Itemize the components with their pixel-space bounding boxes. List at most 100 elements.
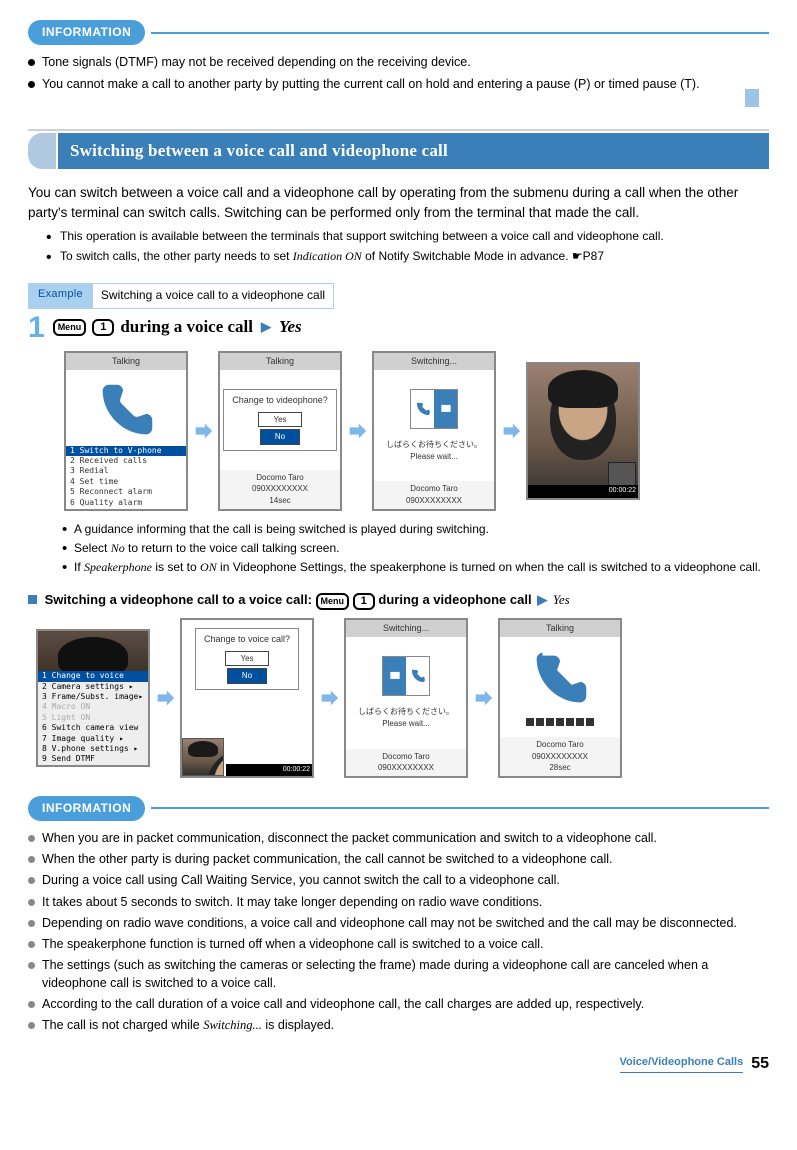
arrow-icon	[318, 687, 340, 709]
step-notes: A guidance informing that the call is be…	[66, 521, 769, 577]
page-footer: Voice/Videophone Calls 55	[28, 1052, 769, 1075]
info-item: Depending on radio wave conditions, a vo…	[28, 914, 769, 932]
phone-screen-confirm-voice: Change to voice call? Yes No 00:00:22	[180, 618, 314, 778]
triangle-icon: ▶	[537, 592, 547, 607]
menu-item: 1 Switch to V-phone	[66, 446, 186, 456]
screenshot-row-2: 1 Change to voice 2 Camera settings ▸ 3 …	[36, 618, 769, 778]
information-pill: INFORMATION	[28, 20, 145, 45]
wait-en: Please wait...	[410, 451, 458, 463]
arrow-icon	[500, 420, 522, 442]
menu-item: 2 Received calls	[66, 456, 186, 466]
phone-screen-switching-2: Switching... しばらくお待ちください。 Please wait...…	[344, 618, 468, 778]
caller-name: Docomo Taro	[376, 483, 492, 495]
section-title: Switching between a voice call and video…	[58, 133, 769, 170]
note: A guidance informing that the call is be…	[66, 521, 769, 538]
section-intro: You can switch between a voice call and …	[28, 183, 769, 222]
footer-section-label: Voice/Videophone Calls	[620, 1055, 744, 1073]
reverse-mid: during a videophone call	[378, 592, 531, 607]
menu-item: 4 Set time	[66, 477, 186, 487]
screen-title: Switching...	[374, 353, 494, 370]
arrow-icon	[192, 420, 214, 442]
yes-label: Yes	[553, 592, 570, 607]
no-button: No	[227, 668, 267, 684]
switching-icon	[382, 656, 430, 696]
information-list-2: When you are in packet communication, di…	[28, 829, 769, 1034]
reverse-pre: Switching a videophone call to a voice c…	[45, 592, 312, 607]
arrow-icon	[346, 420, 368, 442]
one-key: 1	[92, 319, 114, 336]
info-item: You cannot make a call to another party …	[28, 75, 769, 93]
screen-title: Talking	[220, 353, 340, 370]
menu-item: 2 Camera settings ▸	[38, 682, 148, 692]
screen-footer: Docomo Taro 090XXXXXXXX	[374, 481, 494, 508]
information-list-1: Tone signals (DTMF) may not be received …	[28, 53, 769, 92]
menu-item: 5 Light ON	[38, 713, 148, 723]
switching-icon	[410, 389, 458, 429]
videophone-camera-view: 00:00:22	[526, 362, 640, 500]
menu-item: 5 Reconnect alarm	[66, 487, 186, 497]
handset-icon	[525, 644, 595, 714]
arrow-icon	[154, 687, 176, 709]
level-indicator	[526, 718, 594, 726]
phone-screen-switching: Switching... しばらくお待ちください。 Please wait...…	[372, 351, 496, 511]
call-time: 28sec	[502, 762, 618, 774]
phone-screen-talking-voice: Talking Docomo Taro 090XXXXXXXX 28sec	[498, 618, 622, 778]
caller-name: Docomo Taro	[348, 751, 464, 763]
page-side-tab	[745, 89, 759, 107]
info-item: Tone signals (DTMF) may not be received …	[28, 53, 769, 71]
screenshot-row-1: Talking 1 Switch to V-phone 2 Received c…	[64, 351, 769, 511]
videophone-menu-screen: 1 Change to voice 2 Camera settings ▸ 3 …	[36, 629, 150, 767]
face-hair	[548, 370, 618, 408]
info-item: When you are in packet communication, di…	[28, 829, 769, 847]
yes-button: Yes	[258, 412, 301, 428]
dialog-question: Change to voice call?	[204, 633, 290, 646]
caller-number: 090XXXXXXXX	[376, 495, 492, 507]
screen-title: Talking	[500, 620, 620, 637]
information-header-1: INFORMATION	[28, 20, 769, 45]
step-number: 1	[28, 313, 45, 343]
screen-footer: Docomo Taro 090XXXXXXXX 14sec	[220, 470, 340, 509]
info-item: According to the call duration of a voic…	[28, 995, 769, 1013]
menu-item: 4 Macro ON	[38, 702, 148, 712]
info-item: The call is not charged while Switching.…	[28, 1016, 769, 1034]
information-rule	[151, 32, 769, 34]
caller-name: Docomo Taro	[502, 739, 618, 751]
info-item: When the other party is during packet co…	[28, 850, 769, 868]
menu-key: Menu	[53, 319, 87, 336]
caller-number: 090XXXXXXXX	[502, 751, 618, 763]
page-number: 55	[751, 1052, 769, 1075]
menu-item: 3 Frame/Subst. image▸	[38, 692, 148, 702]
caller-number: 090XXXXXXXX	[348, 762, 464, 774]
menu-item: 8 V.phone settings ▸	[38, 744, 148, 754]
menu-key: Menu	[316, 593, 350, 610]
arrow-icon	[472, 687, 494, 709]
video-pip	[182, 738, 224, 776]
screen-footer: Docomo Taro 090XXXXXXXX	[346, 749, 466, 776]
menu-item: 3 Redial	[66, 466, 186, 476]
menu-item: 6 Switch camera view	[38, 723, 148, 733]
section-cap	[28, 133, 58, 170]
square-bullet-icon	[28, 595, 37, 604]
screen-footer: Docomo Taro 090XXXXXXXX 28sec	[500, 737, 620, 776]
confirm-dialog: Change to videophone? Yes No	[223, 389, 337, 451]
triangle-icon: ▶	[261, 318, 271, 337]
video-timestamp: 00:00:22	[528, 485, 638, 497]
menu-item: 7 Image quality ▸	[38, 734, 148, 744]
wait-jp: しばらくお待ちください。	[386, 439, 482, 451]
submenu-list: 1 Switch to V-phone 2 Received calls 3 R…	[66, 446, 186, 511]
section-divider	[28, 129, 769, 131]
step-text: during a voice call	[120, 315, 253, 340]
yes-button: Yes	[225, 651, 268, 667]
note: Select No to return to the voice call ta…	[66, 540, 769, 557]
menu-item: 7 Terminal close	[66, 508, 186, 511]
one-key: 1	[353, 593, 375, 610]
section-title-bar: Switching between a voice call and video…	[28, 133, 769, 170]
no-button: No	[260, 429, 300, 445]
section-sub-bullets: This operation is available between the …	[28, 228, 769, 265]
reverse-procedure-line: Switching a videophone call to a voice c…	[28, 591, 769, 610]
sub-bullet: To switch calls, the other party needs t…	[50, 248, 769, 265]
yes-label: Yes	[279, 315, 302, 340]
info-item: The settings (such as switching the came…	[28, 956, 769, 992]
screen-title: Talking	[66, 353, 186, 370]
confirm-dialog: Change to voice call? Yes No	[195, 628, 299, 690]
